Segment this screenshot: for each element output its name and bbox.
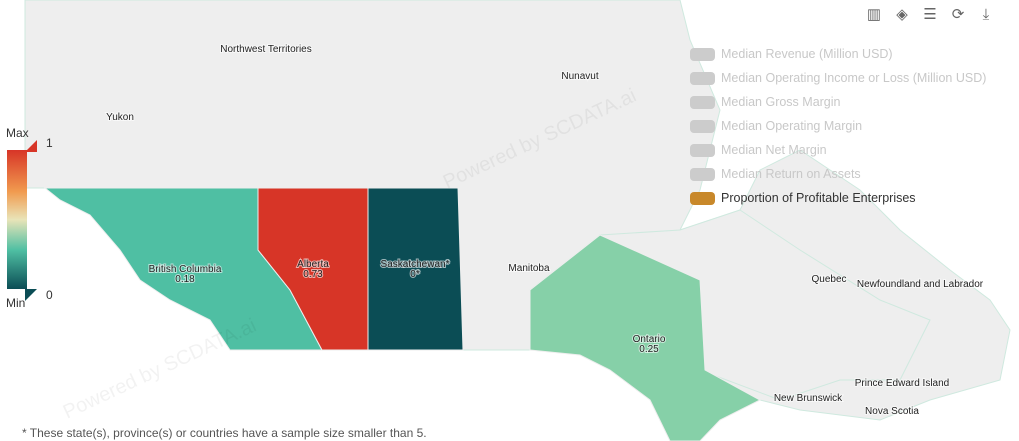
label-manitoba: Manitoba bbox=[508, 263, 550, 274]
tag-icon[interactable]: ◈ bbox=[896, 6, 908, 23]
toolbar: ▥ ◈ ☰ ⟳ ⤓ bbox=[865, 6, 995, 24]
refresh-icon[interactable]: ⟳ bbox=[951, 6, 965, 23]
visual-map-min-label: Min bbox=[6, 296, 26, 310]
legend-item-median-roa[interactable]: Median Return on Assets bbox=[690, 162, 986, 186]
label-nb: New Brunswick bbox=[774, 393, 843, 404]
value-bc: 0.18 bbox=[175, 274, 195, 285]
legend-item-median-net-margin[interactable]: Median Net Margin bbox=[690, 138, 986, 162]
bar-chart-icon[interactable]: ▥ bbox=[866, 6, 882, 23]
label-nunavut: Nunavut bbox=[561, 71, 598, 82]
label-yukon: Yukon bbox=[106, 112, 134, 123]
label-alberta: Alberta bbox=[297, 259, 329, 270]
value-alberta: 0.73 bbox=[303, 269, 323, 280]
label-bc: British Columbia bbox=[149, 264, 222, 275]
region-saskatchewan[interactable] bbox=[367, 187, 464, 351]
visual-map: Max 1 0 Min bbox=[6, 126, 53, 310]
value-ontario: 0.25 bbox=[639, 344, 659, 355]
legend-item-median-operating-income[interactable]: Median Operating Income or Loss (Million… bbox=[690, 66, 986, 90]
visual-map-gradient[interactable] bbox=[7, 150, 27, 289]
download-icon[interactable]: ⤓ bbox=[982, 6, 990, 23]
visual-map-min: 0 bbox=[46, 288, 53, 302]
region-quebec[interactable] bbox=[599, 209, 931, 401]
label-saskatchewan: Saskatchewan* bbox=[381, 259, 450, 270]
value-saskatchewan: 0* bbox=[410, 269, 420, 280]
legend-item-median-revenue[interactable]: Median Revenue (Million USD) bbox=[690, 42, 986, 66]
legend: Median Revenue (Million USD) Median Oper… bbox=[690, 42, 986, 210]
region-ontario[interactable] bbox=[529, 234, 762, 441]
legend-item-median-gross-margin[interactable]: Median Gross Margin bbox=[690, 90, 986, 114]
label-nwt: Northwest Territories bbox=[220, 44, 312, 55]
legend-item-median-operating-margin[interactable]: Median Operating Margin bbox=[690, 114, 986, 138]
legend-item-profitable-proportion[interactable]: Proportion of Profitable Enterprises bbox=[690, 186, 986, 210]
footnote: * These state(s), province(s) or countri… bbox=[22, 426, 427, 440]
label-nl: Newfoundland and Labrador bbox=[857, 279, 984, 290]
table-icon[interactable]: ☰ bbox=[923, 6, 937, 23]
label-quebec: Quebec bbox=[811, 274, 846, 285]
visual-map-max-label: Max bbox=[6, 126, 29, 140]
max-handle[interactable] bbox=[25, 140, 37, 152]
label-ontario: Ontario bbox=[633, 334, 666, 345]
label-ns: Nova Scotia bbox=[865, 406, 919, 417]
label-pei: Prince Edward Island bbox=[855, 378, 950, 389]
visual-map-max: 1 bbox=[46, 136, 53, 150]
min-handle[interactable] bbox=[25, 289, 37, 301]
